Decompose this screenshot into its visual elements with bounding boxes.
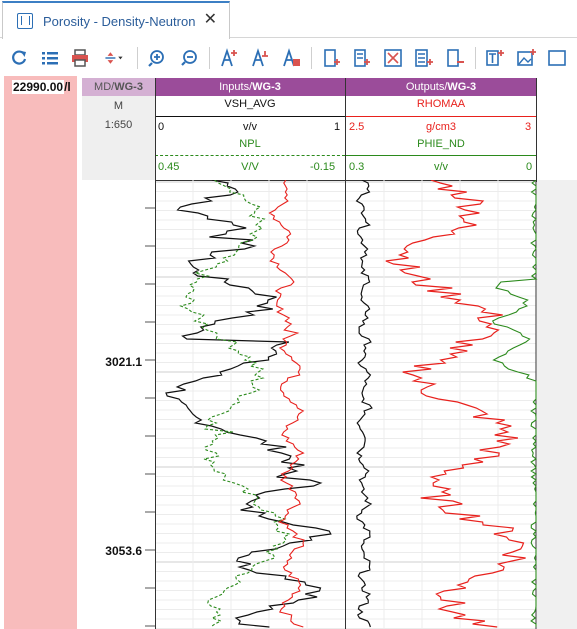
toolbar-separator xyxy=(474,47,476,69)
more-icon[interactable] xyxy=(546,47,568,69)
track-divider xyxy=(536,78,537,182)
add-text-track-icon[interactable] xyxy=(249,47,271,69)
phie-nd-unit: v/v xyxy=(433,161,449,173)
toolbar-separator xyxy=(310,47,312,69)
print-icon[interactable] xyxy=(70,47,92,69)
add-bar-icon[interactable] xyxy=(413,47,435,69)
npl-unit: V/V xyxy=(241,161,259,173)
add-text-box-icon[interactable] xyxy=(485,47,507,69)
inputs-track-title[interactable]: Inputs/WG-3 xyxy=(155,78,345,96)
track-divider xyxy=(345,78,346,629)
rhomaa-right-scale: 3 xyxy=(525,121,532,133)
depth-readout: 22990.00/l xyxy=(12,80,71,94)
add-shading-icon[interactable] xyxy=(352,47,374,69)
remove-track-icon[interactable] xyxy=(444,47,466,69)
md-track-title[interactable]: MD/WG-3 xyxy=(82,78,155,96)
track-area: MD/WG-3 M 1:650 Inputs/WG-3 VSH_AVG 0 v/… xyxy=(82,76,577,629)
depth-label: 3021.1 xyxy=(105,355,142,369)
npl-right-scale: -0.15 xyxy=(310,161,336,173)
list-icon[interactable] xyxy=(39,47,61,69)
rhomaa-curve-name[interactable]: RHOMAA xyxy=(416,98,466,110)
toolbar xyxy=(0,40,577,76)
depth-label: 3053.6 xyxy=(105,544,142,558)
zoom-out-icon[interactable] xyxy=(178,47,200,69)
toolbar-separator xyxy=(137,47,138,69)
log-tracks-body[interactable]: 3021.1 3053.6 xyxy=(82,180,577,629)
vertical-scale-dropdown-icon[interactable] xyxy=(100,47,128,69)
md-scale-label: 1:650 xyxy=(104,119,133,131)
log-view: 22990.00/l MD/WG-3 M 1:650 Inputs/WG-3 V… xyxy=(0,76,577,629)
md-unit-label: M xyxy=(113,100,124,112)
rhomaa-curve xyxy=(385,180,526,628)
refresh-icon[interactable] xyxy=(8,47,30,69)
phie-nd-curve-name[interactable]: PHIE_ND xyxy=(417,138,465,150)
log-view-icon xyxy=(17,13,33,29)
rhomaa-unit: g/cm3 xyxy=(426,121,456,133)
tab-title: Porosity - Density-Neutron xyxy=(43,13,196,29)
input-density-curve xyxy=(268,180,305,628)
add-curve-icon[interactable] xyxy=(321,47,343,69)
vsh-avg-right-scale: 1 xyxy=(334,121,341,133)
phie-nd-curve xyxy=(491,180,538,627)
rhomaa-left-scale: 2.5 xyxy=(349,121,365,133)
add-depth-track-icon[interactable] xyxy=(280,47,302,69)
track-divider xyxy=(155,78,156,629)
add-lithology-icon[interactable] xyxy=(382,47,404,69)
md-track-header[interactable] xyxy=(82,96,155,180)
vsh-avg-unit: v/v xyxy=(242,121,258,133)
toolbar-separator xyxy=(208,47,210,69)
npl-curve xyxy=(179,180,292,628)
npl-left-scale: 0.45 xyxy=(158,161,180,173)
document-tab[interactable]: Porosity - Density-Neutron ✕ xyxy=(2,1,230,39)
vsh-avg-left-scale: 0 xyxy=(158,121,165,133)
npl-curve-name[interactable]: NPL xyxy=(239,138,261,150)
phie-nd-left-scale: 0.3 xyxy=(349,161,365,173)
add-track-icon[interactable] xyxy=(219,47,241,69)
output-black-curve xyxy=(355,180,373,628)
depth-indicator-panel[interactable]: 22990.00/l xyxy=(4,76,77,629)
zoom-in-icon[interactable] xyxy=(147,47,169,69)
vsh-avg-curve xyxy=(165,180,332,628)
tab-strip: Porosity - Density-Neutron ✕ xyxy=(0,0,577,39)
phie-nd-right-scale: 0 xyxy=(526,161,533,173)
add-image-icon[interactable] xyxy=(515,47,537,69)
close-tab-icon[interactable]: ✕ xyxy=(203,11,217,28)
vsh-avg-curve-name[interactable]: VSH_AVG xyxy=(224,98,276,110)
outputs-track-title[interactable]: Outputs/WG-3 xyxy=(346,78,536,96)
